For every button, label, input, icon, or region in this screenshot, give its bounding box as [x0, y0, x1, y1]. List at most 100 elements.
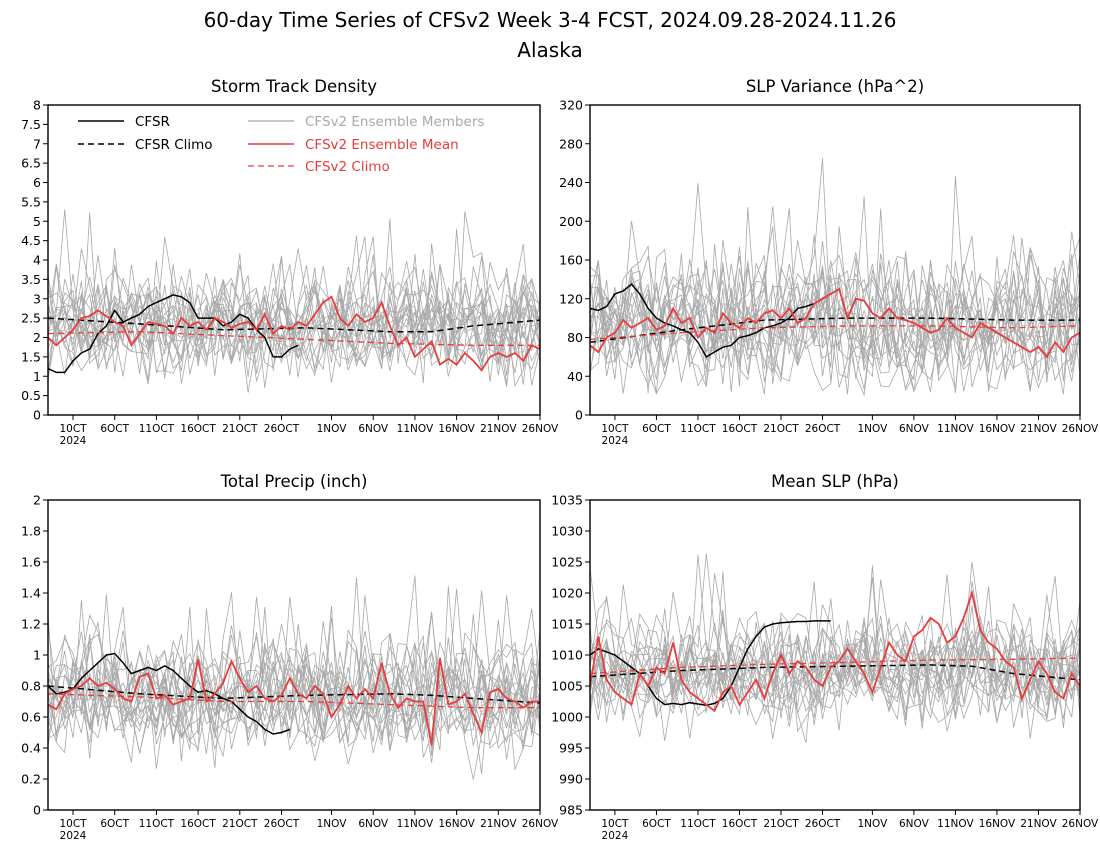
ensemble-member-line [590, 206, 1080, 393]
y-tick-label: 990 [559, 772, 583, 787]
cfsr-climo-line [590, 317, 1080, 344]
legend-cfsr-climo-label: CFSR Climo [135, 137, 213, 153]
x-tick-label: 10CT [601, 423, 629, 435]
y-tick-label: 7.5 [21, 117, 41, 132]
x-tick-label: 6OCT [642, 423, 671, 435]
panel-1: Storm Track Density 0 0.5 1 1.5 2 2.5 3 3.5 4 4.5 5… [21, 77, 559, 447]
ensemble-member-line [48, 577, 540, 751]
plot-frame [589, 104, 1081, 416]
x-tick-label: 11NOV [397, 423, 434, 435]
y-tick-label: 6 [33, 175, 41, 190]
y-tick-label: 2 [33, 330, 41, 345]
figure-title: 60-day Time Series of CFSv2 Week 3-4 FCS… [204, 8, 897, 32]
x-tick-label: 21OCT [763, 818, 799, 830]
panel-title: Total Precip (inch) [220, 472, 368, 491]
x-tick-label: 16NOV [979, 423, 1016, 435]
plot-area [590, 553, 1080, 744]
panel-4: Mean SLP (hPa) 985 990 995 1000 1005 1010 1015 1… [551, 472, 1099, 842]
cfsv2-ensemble-mean-line [48, 657, 540, 746]
x-tick-label: 6OCT [100, 423, 129, 435]
cfsr-climo-line [48, 685, 540, 704]
ensemble-member-line [590, 622, 1080, 731]
ensemble-member-line [590, 226, 1080, 388]
ensemble-member-line [48, 254, 540, 374]
y-tick-label: 1 [33, 369, 41, 384]
x-tick-label: 26OCT [264, 818, 300, 830]
x-tick-label: 21NOV [1020, 423, 1057, 435]
x-tick-label: 11NOV [937, 423, 974, 435]
ensemble-member-line [590, 226, 1080, 393]
plot-area [590, 158, 1080, 397]
ensemble-member-line [590, 615, 1080, 739]
x-tick-label: 21NOV [480, 423, 517, 435]
y-tick-label: 1 [33, 648, 41, 663]
cfsv2-ensemble-mean-line [48, 295, 540, 372]
cfsv2-climo-line [590, 325, 1080, 341]
ensemble-member-line [48, 588, 540, 765]
x-tick-label: 26NOV [1062, 423, 1099, 435]
panel-2: SLP Variance (hPa^2) 0 40 80 120 160 200 240 280… [559, 77, 1099, 447]
ensemble-member-line [48, 236, 540, 379]
ensemble-member-line [48, 248, 540, 387]
y-tick-label: 1020 [551, 586, 583, 601]
ensemble-member-line [590, 234, 1080, 390]
x-tick-label: 1NOV [317, 423, 348, 435]
x-tick-label: 16OCT [180, 423, 216, 435]
ensemble-member-line [48, 596, 540, 756]
x-tick-label: 6NOV [899, 423, 930, 435]
y-tick-label: 280 [559, 136, 583, 151]
x-tick-label: 26OCT [805, 818, 841, 830]
y-tick-label: 1025 [551, 555, 583, 570]
y-tick-label: 1.5 [21, 349, 41, 364]
x-tick-year: 2024 [60, 830, 87, 842]
plot-area [48, 575, 540, 780]
y-tick-label: 0.8 [21, 679, 41, 694]
y-tick-label: 4 [33, 253, 41, 268]
plot-frame [47, 499, 541, 811]
plot-area [48, 209, 540, 393]
ensemble-member-line [590, 581, 1080, 739]
ensemble-member-line [590, 571, 1080, 721]
y-tick-label: 320 [559, 98, 583, 113]
ensemble-member-line [590, 554, 1080, 719]
cfsr-climo-line [590, 664, 1080, 681]
x-tick-label: 6OCT [100, 818, 129, 830]
x-tick-label: 16OCT [722, 818, 758, 830]
x-tick-label: 6OCT [642, 818, 671, 830]
x-tick-label: 16OCT [180, 818, 216, 830]
ensemble-member-line [590, 259, 1080, 394]
panel-title: Storm Track Density [211, 77, 377, 96]
ensemble-member-line [48, 575, 540, 763]
ensemble-member-line [590, 574, 1080, 721]
panel-title: Mean SLP (hPa) [771, 472, 899, 491]
y-tick-label: 5.5 [21, 194, 41, 209]
cfsv2-climo-line [590, 657, 1080, 675]
x-tick-label: 26NOV [522, 423, 559, 435]
ensemble-member-line [48, 605, 540, 769]
cfsr-climo-line [48, 317, 540, 333]
ensemble-member-line [590, 581, 1080, 729]
y-tick-label: 2.5 [21, 311, 41, 326]
ensemble-member-line [48, 592, 540, 780]
y-tick-label: 6.5 [21, 156, 41, 171]
y-tick-label: 3.5 [21, 272, 41, 287]
y-tick-label: 0 [33, 803, 41, 818]
legend-ens-mean-label: CFSv2 Ensemble Mean [305, 137, 459, 153]
ensemble-member-line [48, 236, 540, 389]
x-tick-label: 11OCT [139, 818, 175, 830]
y-tick-label: 0.2 [21, 772, 41, 787]
cfsv2-ensemble-mean-line [590, 589, 1080, 713]
ensemble-member-line [590, 175, 1080, 388]
ensemble-member-line [590, 604, 1080, 732]
y-tick-label: 5 [33, 214, 41, 229]
y-tick-label: 1.6 [21, 555, 41, 570]
y-tick-label: 1015 [551, 617, 583, 632]
ensemble-member-line [48, 236, 540, 378]
cfsv2-ensemble-mean-line [590, 287, 1080, 359]
y-tick-label: 1.4 [21, 586, 41, 601]
y-tick-label: 985 [559, 803, 583, 818]
x-tick-label: 21OCT [763, 423, 799, 435]
x-tick-label: 11NOV [937, 818, 974, 830]
figure-subtitle: Alaska [517, 38, 582, 62]
y-tick-label: 40 [567, 369, 583, 384]
